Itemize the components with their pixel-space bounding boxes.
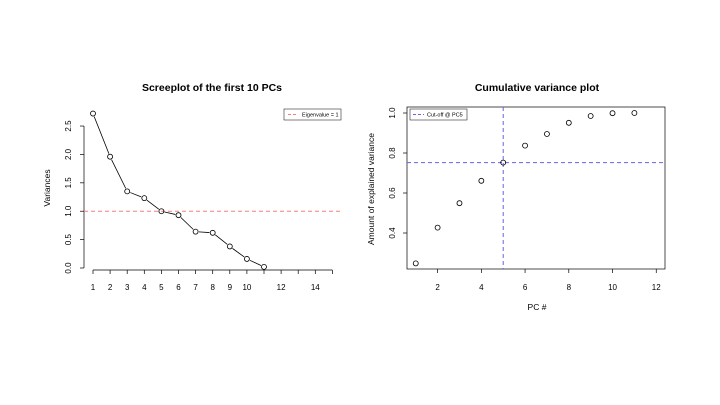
scree-x-tick-label: 2 <box>108 283 113 292</box>
scree-point <box>90 110 96 117</box>
scree-legend-label: Eigenvalue = 1 <box>302 113 339 119</box>
scree-series-segment <box>180 217 194 230</box>
cumvar-point <box>412 260 419 267</box>
scree-marks <box>84 110 340 270</box>
scree-point <box>175 212 182 219</box>
scree-point <box>192 228 199 235</box>
scree-axes: 1 2 3 4 5 6 7 8 9 10 12 140.00.51.01.52.02.5 <box>64 120 333 292</box>
scree-x-tick-label: 4 <box>142 283 147 292</box>
scree-series-segment <box>146 199 160 210</box>
scree-series-segment <box>232 248 245 258</box>
scree-y-tick-label: 1.5 <box>64 177 73 189</box>
scree-y-tick-label: 2.5 <box>64 120 73 132</box>
scree-y-tick-label: 2.0 <box>64 148 73 160</box>
scree-point <box>158 208 165 215</box>
scree-y-tick-label: 1.0 <box>64 205 73 217</box>
cumvar-axes: 2 4 6 8 10 12 0.4 0.6 0.8 1.0 <box>388 106 666 292</box>
cumvar-x-tick-label: 12 <box>652 283 661 292</box>
cumvar-legend-box <box>409 108 468 121</box>
scree-series-segment <box>249 259 262 266</box>
scree-series-segment <box>164 211 176 215</box>
cumvar-legend: Cut-off @ PC5 <box>409 108 468 121</box>
scree-x-tick-label: 1 <box>91 283 96 292</box>
scree-x-tick-label: 3 <box>125 283 130 292</box>
cumvar-x-tick-label: 8 <box>567 283 572 292</box>
cumvar-y-tick-label: 1.0 <box>388 107 397 119</box>
scree-point <box>243 256 250 262</box>
scree-title: Screeplot of the first 10 PCs <box>142 82 282 94</box>
scree-x-tick-label: 9 <box>228 283 233 292</box>
cumvar-y-tick-label: 0.8 <box>388 147 397 159</box>
cumvar-x-tick-label: 2 <box>435 283 440 292</box>
cumvar-x-tick-label: 4 <box>479 283 484 292</box>
scree-x-tick-label: 5 <box>159 283 164 292</box>
scree-series-segment <box>130 192 142 198</box>
scree-point <box>141 195 148 202</box>
cumvar-x-tick-label: 10 <box>608 283 617 292</box>
scree-legend: Eigenvalue = 1 <box>283 108 342 121</box>
scree-series-segment <box>198 231 210 233</box>
scree-x-tick-label: 7 <box>193 283 198 292</box>
cumvar-point <box>500 159 507 166</box>
cumvar-y-tick-label: 0.4 <box>388 227 397 239</box>
scree-x-tick-label: 14 <box>311 283 320 292</box>
cumvar-title: Cumulative variance plot <box>475 82 600 94</box>
cumvar-y-tick-label: 0.6 <box>388 187 397 199</box>
scree-legend-box <box>283 108 342 121</box>
scree-point <box>107 153 113 160</box>
scree-y-tick-label: 0.0 <box>64 262 73 274</box>
scree-x-tick-label: 10 <box>242 283 251 292</box>
scree-ylabel: Variances <box>42 169 52 206</box>
cumvar-point <box>631 110 638 116</box>
cumvar-point <box>434 224 441 231</box>
scree-plot: Screeplot of the first 10 PCs Variances … <box>42 82 342 292</box>
scree-series-segment <box>111 159 127 189</box>
cumvar-plot-box <box>406 106 666 270</box>
cumvar-point <box>565 119 572 126</box>
scree-point <box>261 263 267 270</box>
cumvar-point <box>456 200 463 207</box>
cumvar-marks <box>407 107 665 269</box>
scree-point <box>226 243 233 250</box>
cumvar-point <box>478 177 485 184</box>
scree-point <box>209 229 216 236</box>
scree-series-segment <box>93 116 110 154</box>
scree-series-segment <box>215 234 228 245</box>
cumvar-point <box>522 142 528 149</box>
scree-y-tick-label: 0.5 <box>64 233 73 245</box>
scree-x-tick-label: 6 <box>176 283 181 292</box>
cumvar-point <box>587 113 594 119</box>
scree-x-tick-label: 12 <box>277 283 286 292</box>
scree-point <box>124 188 131 195</box>
scree-x-tick-label: 8 <box>210 283 215 292</box>
cumvar-xlabel: PC # <box>528 302 547 312</box>
cumvar-x-tick-label: 6 <box>523 283 528 292</box>
cumvar-legend-label: Cut-off @ PC5 <box>427 113 463 119</box>
cumvar-point <box>609 110 616 117</box>
cumvar-point <box>544 131 550 137</box>
cumulative-variance-plot: Cumulative variance plot Amount of expla… <box>366 82 666 312</box>
cumvar-ylabel: Amount of explained variance <box>366 133 376 245</box>
